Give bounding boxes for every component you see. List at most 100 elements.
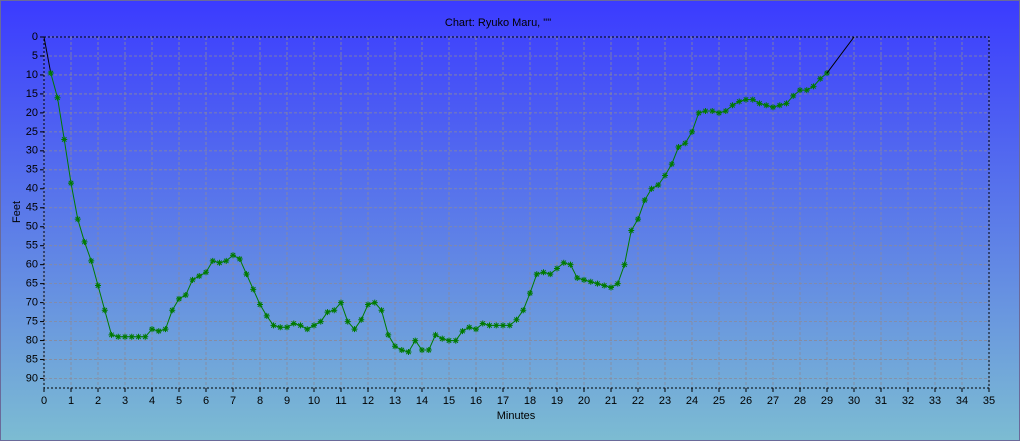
data-point (736, 98, 743, 105)
y-tick-label: 5 (32, 50, 38, 62)
data-point (81, 238, 88, 245)
x-tick-label: 18 (524, 395, 536, 407)
data-point (513, 316, 520, 323)
data-point (398, 347, 405, 354)
x-tick-label: 1 (68, 395, 74, 407)
x-tick-label: 29 (821, 395, 833, 407)
data-point (290, 320, 297, 327)
data-point (216, 259, 223, 266)
x-tick-label: 12 (362, 395, 374, 407)
x-tick-label: 22 (632, 395, 644, 407)
x-tick-label: 13 (389, 395, 401, 407)
data-point (196, 273, 203, 280)
data-point (263, 312, 270, 319)
data-point (702, 107, 709, 114)
data-point (675, 144, 682, 151)
data-point (419, 347, 425, 354)
data-point (385, 331, 392, 338)
data-point (311, 322, 317, 329)
data-point (236, 255, 243, 262)
data-point (803, 87, 810, 94)
x-tick-label: 32 (902, 395, 914, 407)
x-tick-label: 0 (41, 395, 47, 407)
data-point (61, 136, 68, 143)
data-point (729, 102, 736, 109)
data-point (547, 271, 554, 278)
data-point (243, 271, 250, 278)
data-point (648, 185, 655, 192)
data-point (405, 348, 412, 355)
data-point (324, 309, 331, 316)
data-point (74, 216, 81, 223)
y-tick-label: 10 (26, 69, 38, 81)
data-point (142, 333, 149, 340)
data-point (628, 227, 635, 234)
x-tick-label: 23 (659, 395, 671, 407)
data-point (641, 197, 648, 204)
data-point (284, 324, 290, 331)
data-point (621, 261, 628, 268)
data-point (749, 96, 756, 103)
data-point (439, 335, 446, 342)
x-tick-label: 15 (443, 395, 455, 407)
data-point (810, 83, 817, 90)
data-point (655, 181, 662, 188)
data-line (43, 36, 52, 74)
data-point (115, 333, 122, 340)
data-point (763, 102, 770, 109)
data-line (826, 36, 855, 74)
data-point (817, 75, 824, 82)
data-point (68, 180, 74, 187)
y-tick-label: 90 (26, 372, 38, 384)
data-point (486, 322, 493, 329)
x-tick-label: 3 (122, 395, 128, 407)
x-axis-title: Minutes (497, 410, 536, 422)
data-point (351, 326, 358, 333)
data-point (297, 322, 304, 329)
data-point (459, 328, 466, 335)
y-tick-label: 50 (26, 221, 38, 233)
x-tick-label: 34 (956, 395, 968, 407)
x-tick-label: 26 (740, 395, 752, 407)
x-tick-label: 6 (203, 395, 209, 407)
data-point (270, 322, 277, 329)
data-point (560, 259, 567, 266)
data-point (722, 107, 729, 114)
data-point (635, 216, 641, 223)
data-point (128, 333, 135, 340)
data-point (331, 307, 338, 314)
data-point (493, 322, 500, 329)
data-point (209, 257, 216, 264)
data-point (412, 337, 419, 344)
y-tick-label: 30 (26, 145, 38, 157)
data-point (614, 280, 621, 287)
data-point (594, 280, 601, 287)
data-point (446, 337, 452, 344)
data-point (338, 299, 344, 306)
x-tick-label: 4 (149, 395, 155, 407)
data-point (689, 128, 695, 135)
data-point (743, 96, 749, 103)
x-tick-label: 28 (794, 395, 806, 407)
x-tick-label: 5 (176, 395, 182, 407)
data-point (574, 274, 581, 281)
x-tick-label: 20 (578, 395, 590, 407)
data-point (182, 292, 189, 299)
plot-border (43, 36, 990, 389)
data-point (608, 284, 614, 291)
data-point (709, 107, 716, 114)
data-point (554, 265, 560, 272)
data-point (176, 295, 182, 302)
data-point (506, 322, 513, 329)
y-tick-label: 75 (26, 316, 38, 328)
y-tick-label: 40 (26, 183, 38, 195)
data-point (662, 172, 668, 179)
y-tick-label: 70 (26, 297, 38, 309)
data-point (169, 307, 176, 314)
y-tick-label: 45 (26, 202, 38, 214)
x-tick-label: 10 (308, 395, 320, 407)
data-point (466, 324, 473, 331)
x-tick-label: 35 (983, 395, 995, 407)
